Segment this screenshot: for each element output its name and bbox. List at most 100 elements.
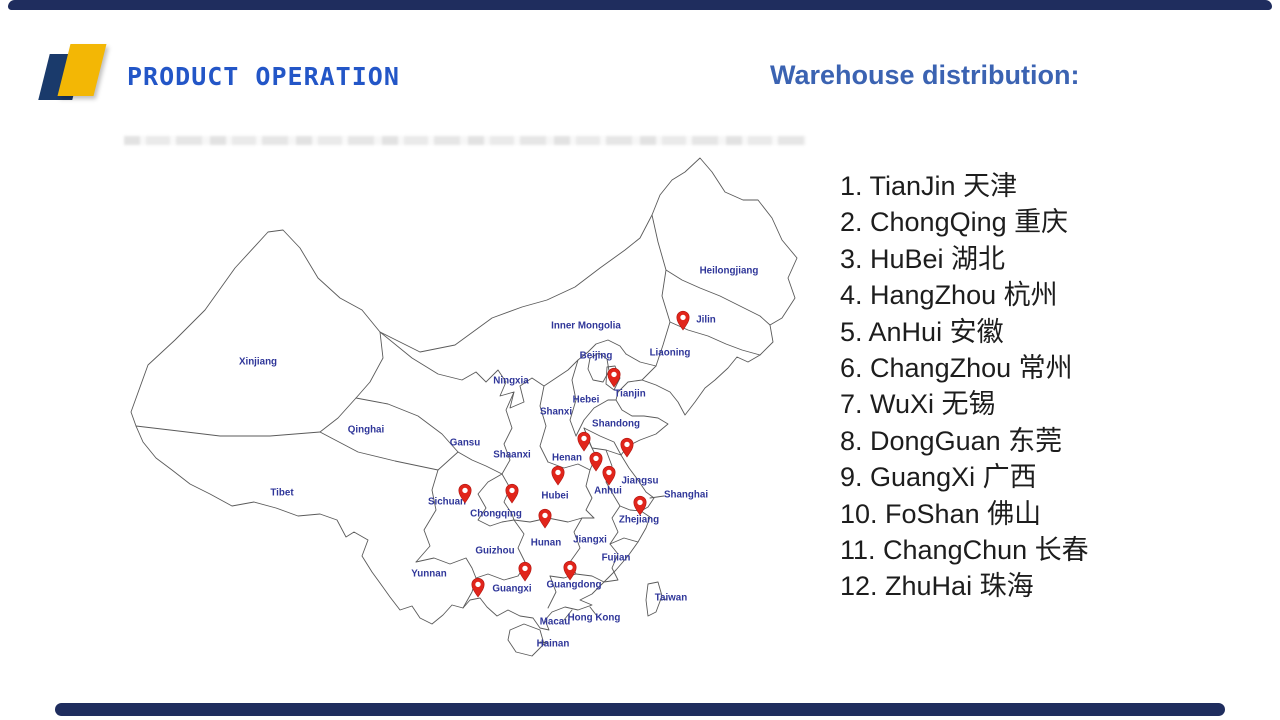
pin-icon <box>577 431 591 452</box>
pin-icon <box>607 367 621 388</box>
province-border-10 <box>575 399 617 437</box>
pin-hole <box>680 314 686 321</box>
province-label-yunnan: Yunnan <box>411 569 446 580</box>
province-label-jiangsu: Jiangsu <box>621 476 658 487</box>
pin-icon <box>518 561 532 582</box>
pin-icon <box>505 483 519 504</box>
province-border-2 <box>319 431 439 471</box>
pin-hole <box>542 512 548 519</box>
company-logo <box>38 42 116 104</box>
province-border-19 <box>513 517 595 523</box>
logo-yellow-shape <box>57 44 107 96</box>
province-border-21 <box>603 543 619 583</box>
watermark-blur <box>124 136 806 145</box>
warehouse-item-hangzhou: 4. HangZhou 杭州 <box>840 280 1058 311</box>
province-label-heilongjiang: Heilongjiang <box>700 266 759 277</box>
pin-hole <box>462 487 468 494</box>
province-border-37 <box>625 353 657 367</box>
map-pin-5 <box>602 465 616 486</box>
bottom-accent-bar <box>55 703 1225 716</box>
province-border-5 <box>437 451 459 471</box>
pin-hole <box>475 581 481 588</box>
province-border-43 <box>539 641 549 644</box>
warehouse-item-chongqing: 2. ChongQing 重庆 <box>840 207 1069 238</box>
province-label-guizhou: Guizhou <box>475 546 514 557</box>
pin-hole <box>624 441 630 448</box>
province-border-39 <box>645 581 663 617</box>
province-label-taiwan: Taiwan <box>655 593 687 604</box>
warehouse-distribution-title: Warehouse distribution: <box>770 60 1080 90</box>
province-border-6 <box>379 331 627 409</box>
province-label-shanxi: Shanxi <box>540 407 572 418</box>
pin-icon <box>589 451 603 472</box>
province-label-macau: Macau <box>540 617 571 628</box>
province-label-shandong: Shandong <box>592 419 640 430</box>
province-label-zhejiang: Zhejiang <box>619 515 659 526</box>
map-pin-2 <box>577 431 591 452</box>
map-pin-11 <box>518 561 532 582</box>
province-border-22 <box>609 537 639 545</box>
province-border-11 <box>583 427 622 456</box>
province-label-hubei: Hubei <box>541 491 568 502</box>
map-pin-9 <box>505 483 519 504</box>
province-border-44 <box>659 598 668 601</box>
top-frame-bar <box>8 0 1272 10</box>
province-label-liaoning: Liaoning <box>650 348 691 359</box>
province-border-3 <box>415 469 439 563</box>
province-label-shanghai: Shanghai <box>664 490 708 501</box>
province-label-sichuan: Sichuan <box>428 497 466 508</box>
province-label-fujian: Fujian <box>602 553 631 564</box>
warehouse-list: 1. TianJin 天津 2. ChongQing 重庆 3. HuBei 湖北 4… <box>840 168 1089 605</box>
province-label-hebei: Hebei <box>573 395 600 406</box>
pin-hole <box>606 469 612 476</box>
pin-hole <box>522 565 528 572</box>
province-label-anhui: Anhui <box>594 486 622 497</box>
warehouse-item-changchun: 11. ChangChun 长春 <box>840 534 1089 565</box>
province-border-1 <box>135 425 321 437</box>
province-label-hong-kong: Hong Kong <box>568 613 621 624</box>
pin-hole <box>593 455 599 462</box>
province-label-beijing: Beijing <box>580 351 613 362</box>
province-label-qinghai: Qinghai <box>348 425 385 436</box>
province-border-34 <box>641 214 671 381</box>
province-border-28 <box>475 573 519 581</box>
pin-hole <box>611 371 617 378</box>
warehouse-item-foshan: 10. FoShan 佛山 <box>840 498 1042 529</box>
warehouse-item-wuxi: 7. WuXi 无锡 <box>840 389 996 420</box>
province-border-31 <box>547 575 557 609</box>
warehouse-item-zhuhai: 12. ZhuHai 珠海 <box>840 571 1034 602</box>
map-pin-12 <box>563 560 577 581</box>
province-border-42 <box>563 609 573 621</box>
warehouse-item-tianjin: 1. TianJin 天津 <box>840 171 1018 201</box>
warehouse-item-dongguan: 8. DongGuan 东莞 <box>840 425 1063 456</box>
province-label-xinjiang: Xinjiang <box>239 357 277 368</box>
province-border-17 <box>605 449 642 512</box>
pin-icon <box>602 465 616 486</box>
warehouse-item-anhui: 5. AnHui 安徽 <box>840 316 1004 347</box>
province-label-henan: Henan <box>552 453 582 464</box>
province-border-0 <box>319 331 384 433</box>
province-border-20 <box>609 505 621 545</box>
page-title: PRODUCT OPERATION <box>127 62 400 91</box>
pin-hole <box>567 564 573 571</box>
china-map: Heilongjiang Inner Mongolia Jilin Liaoning B… <box>120 130 810 682</box>
province-border-33 <box>575 573 605 583</box>
map-pin-0 <box>676 310 690 331</box>
province-label-tibet: Tibet <box>270 488 294 499</box>
province-border-14 <box>605 365 621 391</box>
province-border-15 <box>547 461 591 471</box>
pin-hole <box>555 469 561 476</box>
province-border-40 <box>649 495 665 499</box>
province-border-8 <box>539 385 549 463</box>
province-label-shaanxi: Shaanxi <box>493 450 531 461</box>
province-label-tianjin: Tianjin <box>614 389 645 400</box>
province-label-chongqing: Chongqing <box>470 509 522 520</box>
province-label-hunan: Hunan <box>531 538 561 549</box>
province-border-25 <box>477 473 515 527</box>
china-map-svg: Heilongjiang Inner Mongolia Jilin Liaoning B… <box>130 157 798 657</box>
province-border-35 <box>665 269 771 326</box>
map-pin-3 <box>620 437 634 458</box>
province-label-hainan: Hainan <box>537 639 570 650</box>
province-label-guangxi: Guangxi <box>492 584 531 595</box>
